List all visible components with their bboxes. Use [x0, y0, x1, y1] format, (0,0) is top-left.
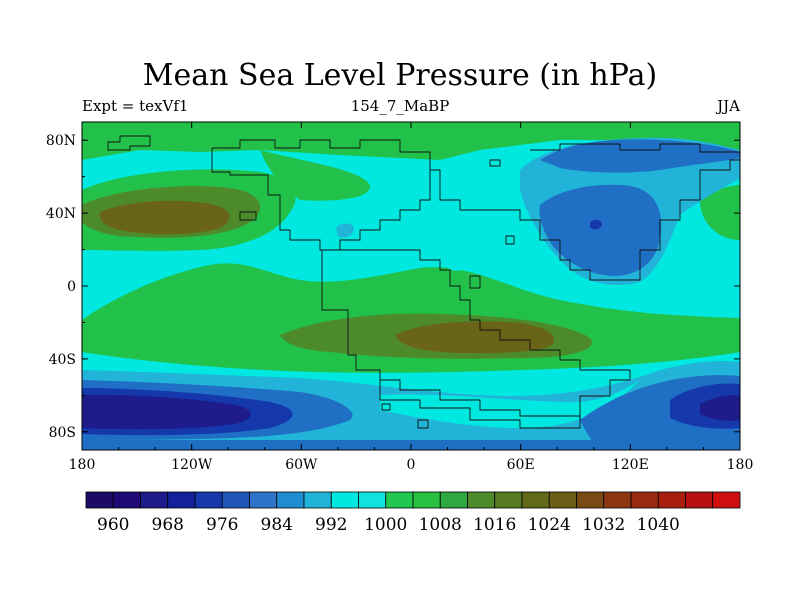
- coast-island-3: [489, 159, 501, 167]
- x-tick-label: 180: [69, 457, 96, 473]
- contour-darknavy-west-trough: [82, 394, 251, 430]
- colorbar-swatch: [112, 491, 141, 509]
- colorbar-swatch: [385, 491, 414, 509]
- x-tick-label: 60W: [285, 457, 318, 473]
- colorbar: 960 968 976 984 992 1000 1008 1016 1024 1032 1040: [85, 491, 741, 535]
- coast-island-5: [469, 275, 481, 289]
- colorbar-swatch: [249, 491, 278, 509]
- colorbar-label: 984: [261, 515, 293, 535]
- contour-brown-south-high: [395, 321, 555, 354]
- chart-title: Mean Sea Level Pressure (in hPa): [142, 58, 658, 93]
- y-tick-label: 80S: [49, 425, 76, 441]
- y-tick-label: 0: [67, 279, 76, 295]
- contour-brown-north-pacific-high: [99, 200, 230, 235]
- colorbar-label: 968: [152, 515, 184, 535]
- colorbar-swatch: [630, 491, 659, 509]
- experiment-label: Expt = texVf1: [82, 97, 189, 115]
- y-tick-label: 40N: [46, 206, 76, 222]
- period-label: 154_7_MaBP: [350, 97, 450, 115]
- coast-gondwana-south: [379, 380, 581, 429]
- colorbar-swatch: [167, 491, 196, 509]
- colorbar-swatch: [521, 491, 550, 509]
- colorbar-label: 1024: [528, 515, 571, 535]
- colorbar-label: 1040: [637, 515, 680, 535]
- colorbar-swatch: [330, 491, 359, 509]
- colorbar-label: 960: [97, 515, 129, 535]
- coastlines: [107, 135, 740, 429]
- contour-navy-asian-core: [590, 219, 602, 230]
- colorbar-swatch: [603, 491, 632, 509]
- coast-island-4: [505, 235, 515, 245]
- x-tick-label: 0: [407, 457, 416, 473]
- contour-green-east-pacific: [700, 185, 740, 240]
- x-tick-label: 120W: [171, 457, 213, 473]
- colorbar-swatch: [140, 491, 169, 509]
- contour-green-arctic: [82, 122, 740, 160]
- colorbar-swatch: [221, 491, 250, 509]
- contour-darknavy-east-trough: [700, 395, 740, 421]
- colorbar-swatch: [548, 491, 577, 509]
- contour-cyan-centre-patch: [438, 235, 475, 271]
- coast-island-1: [107, 135, 151, 151]
- colorbar-swatch: [576, 491, 605, 509]
- contour-green-north-atlantic: [260, 150, 371, 201]
- season-label: JJA: [717, 97, 740, 115]
- colorbar-swatch: [85, 491, 114, 509]
- colorbar-swatch: [657, 491, 686, 509]
- colorbar-label: 1000: [364, 515, 407, 535]
- colorbar-label: 1016: [473, 515, 516, 535]
- colorbar-swatch: [494, 491, 523, 509]
- colorbar-swatch: [276, 491, 305, 509]
- colorbar-swatch: [467, 491, 496, 509]
- colorbar-swatch: [712, 491, 741, 509]
- coast-island-6: [381, 403, 391, 411]
- colorbar-label: 1032: [582, 515, 625, 535]
- colorbar-swatch: [412, 491, 441, 509]
- pressure-field: [82, 122, 740, 450]
- coast-island-7: [417, 419, 429, 429]
- colorbar-swatch: [685, 491, 714, 509]
- axis-ticks: 180 120W 60W 0 60E 120E 180 80N 40N 0 40S 80S: [46, 122, 753, 473]
- contour-cyan-atlantic-spot: [336, 223, 354, 238]
- x-tick-label: 60E: [507, 457, 535, 473]
- x-tick-label: 120E: [612, 457, 649, 473]
- contour-blue-asian-north: [540, 139, 740, 173]
- colorbar-swatch: [303, 491, 332, 509]
- x-tick-label: 180: [727, 457, 754, 473]
- colorbar-label: 992: [315, 515, 347, 535]
- coast-laurasia: [212, 139, 740, 281]
- coast-laurasia-north: [530, 143, 740, 153]
- coast-island-2: [239, 211, 257, 221]
- colorbar-label: 976: [206, 515, 238, 535]
- colorbar-swatch: [439, 491, 468, 509]
- colorbar-swatch: [194, 491, 223, 509]
- colorbar-label: 1008: [419, 515, 462, 535]
- colorbar-swatch: [358, 491, 387, 509]
- contour-blue-asian-low: [539, 184, 662, 276]
- y-tick-label: 80N: [46, 133, 76, 149]
- y-tick-label: 40S: [49, 352, 76, 368]
